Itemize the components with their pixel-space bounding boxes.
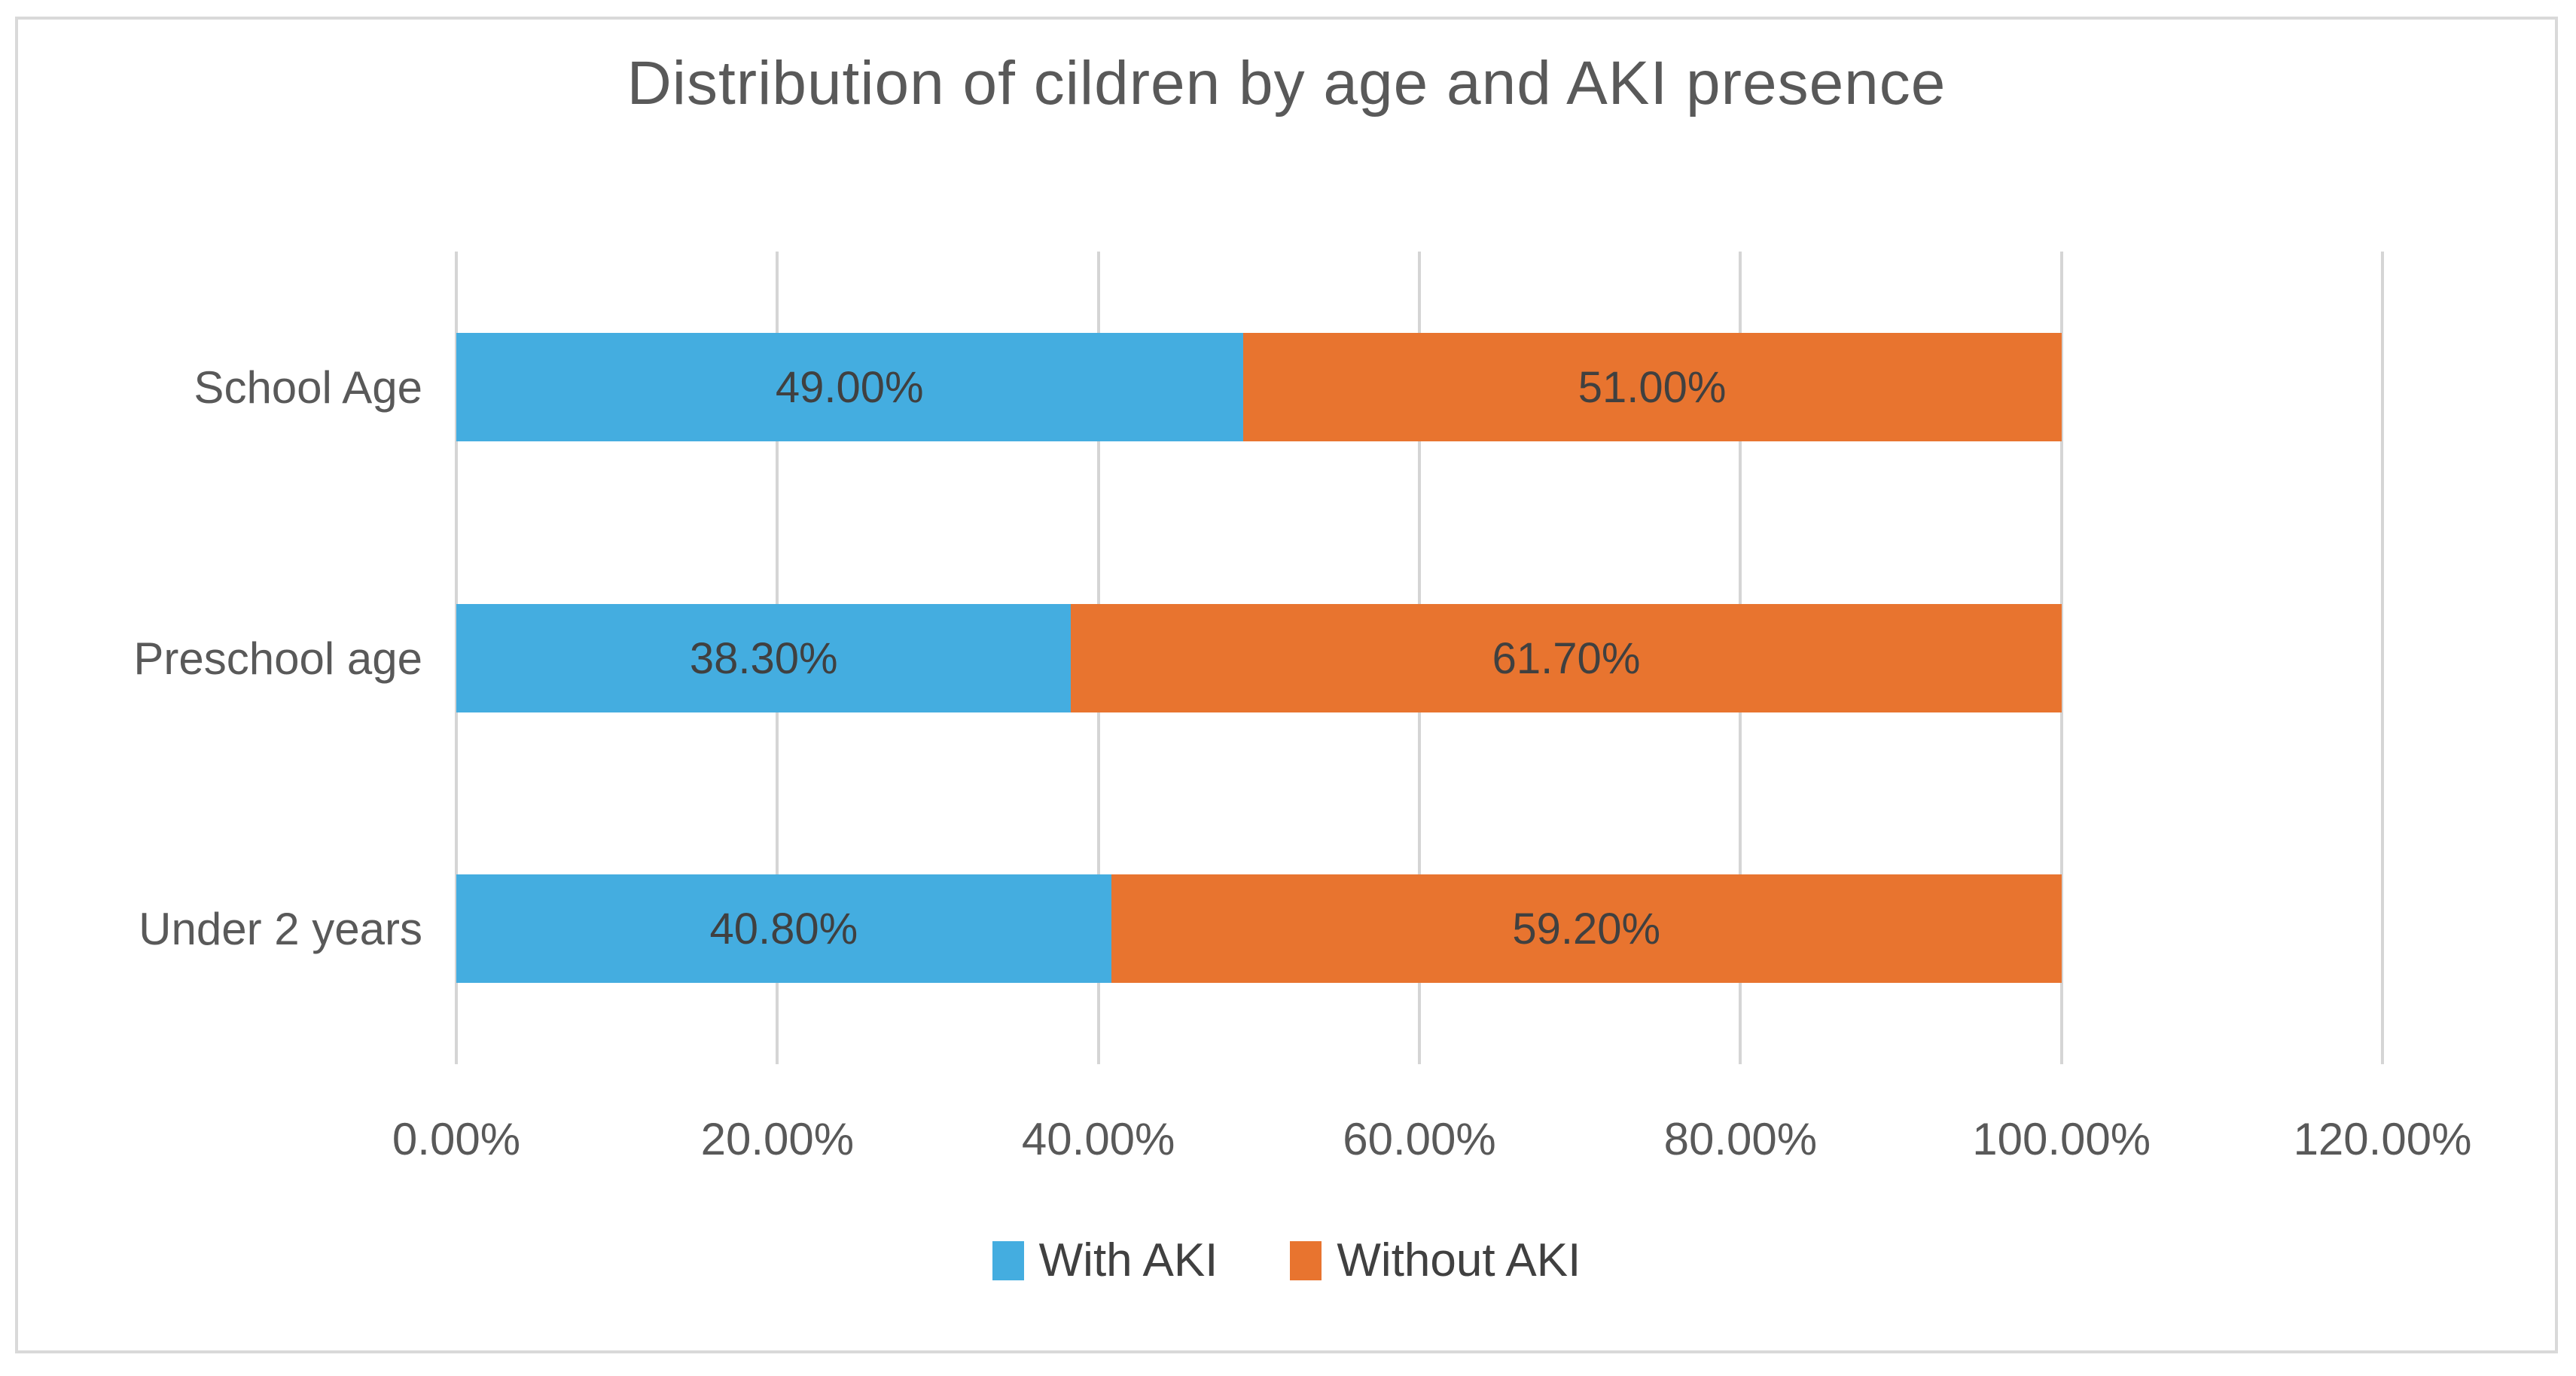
chart-frame: Distribution of cildren by age and AKI p… <box>15 17 2558 1353</box>
x-tick-label: 120.00% <box>2293 1114 2472 1164</box>
legend-swatch-without-aki <box>1290 1240 1322 1280</box>
x-tick-label: 0.00% <box>392 1114 521 1164</box>
legend-swatch-with-aki <box>992 1240 1024 1280</box>
plot-area: 49.00% 51.00% 38.30% 61.70% 40.80% <box>455 252 2384 1064</box>
bar-row-under-2-years: 40.80% 59.20% <box>456 874 2062 983</box>
bar-row-preschool-age: 38.30% 61.70% <box>456 604 2062 712</box>
bar-row-school-age: 49.00% 51.00% <box>456 333 2062 441</box>
data-label: 61.70% <box>1492 633 1641 683</box>
category-label-school-age: School Age <box>194 362 422 413</box>
data-label: 40.80% <box>709 904 858 953</box>
category-label-preschool-age: Preschool age <box>133 633 422 684</box>
data-label: 59.20% <box>1512 904 1661 953</box>
legend-label: With AKI <box>1038 1234 1218 1286</box>
data-label: 51.00% <box>1578 362 1727 412</box>
legend-item-without-aki: Without AKI <box>1290 1234 1581 1287</box>
x-axis: 0.00% 20.00% 40.00% 60.00% 80.00% 100.00… <box>392 1113 2472 1173</box>
x-tick-label: 80.00% <box>1663 1114 1818 1164</box>
legend: With AKI Without AKI <box>18 1234 2555 1287</box>
category-axis: School Age Preschool age Under 2 years <box>18 252 422 1064</box>
bar-segment-without-aki: 51.00% <box>1242 333 2062 441</box>
x-tick-label: 40.00% <box>1021 1114 1175 1164</box>
data-label: 38.30% <box>689 633 838 683</box>
x-tick-label: 20.00% <box>700 1114 855 1164</box>
legend-item-with-aki: With AKI <box>992 1234 1218 1287</box>
data-label: 49.00% <box>775 362 924 412</box>
bar-segment-with-aki: 40.80% <box>456 874 1111 983</box>
x-tick-label: 100.00% <box>1972 1114 2151 1164</box>
legend-label: Without AKI <box>1337 1234 1581 1286</box>
bar-segment-without-aki: 59.20% <box>1111 874 2062 983</box>
category-label-under-2-years: Under 2 years <box>139 903 422 954</box>
gridline-120pct <box>2381 252 2384 1064</box>
gridline-100pct <box>2059 252 2063 1064</box>
bar-segment-with-aki: 38.30% <box>456 604 1072 712</box>
bar-segment-with-aki: 49.00% <box>456 333 1243 441</box>
bar-segment-without-aki: 61.70% <box>1071 604 2062 712</box>
x-tick-label: 60.00% <box>1343 1114 1496 1164</box>
chart-title: Distribution of cildren by age and AKI p… <box>626 49 1946 117</box>
